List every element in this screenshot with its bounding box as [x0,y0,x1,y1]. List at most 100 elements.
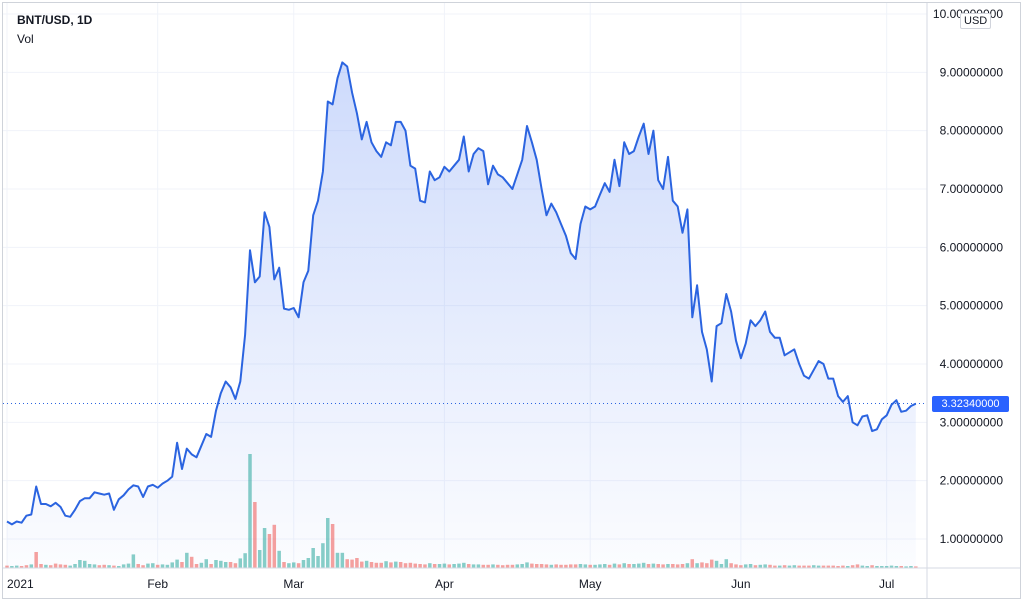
volume-bar [24,565,29,568]
last-price-badge: 3.32340000 [932,396,1009,412]
volume-bar [894,566,899,568]
y-tick-label: 2.00000000 [940,474,1004,488]
volume-bar [496,564,500,568]
volume-bar [340,552,345,568]
volume-bar [525,562,529,568]
volume-bar [549,564,554,568]
x-tick-label: Jul [879,577,894,591]
volume-bar [705,563,709,568]
volume-bar [369,562,374,568]
volume-bar [559,564,563,568]
volume-bar [394,561,398,568]
volume-bar [398,562,403,568]
volume-bar [826,565,831,568]
volume-bar [442,563,447,568]
volume-bar [296,563,301,568]
volume-bar [860,565,865,568]
volume-bar [544,564,549,568]
volume-bar [428,563,432,568]
volume-bar [83,560,87,568]
volume-bar [63,564,68,568]
volume-bar [816,565,821,568]
volume-bar [578,564,583,568]
volume-bar [194,564,199,568]
y-tick-label: 8.00000000 [940,124,1004,138]
volume-bar [787,565,792,568]
volume-bar [753,565,758,568]
volume-bar [53,563,58,568]
volume-bar [228,562,233,568]
currency-unit-button[interactable]: USD [960,13,992,29]
volume-bar [248,454,252,568]
volume-bar [272,524,277,568]
volume-bar [505,564,510,568]
volume-bar [637,563,641,568]
volume-bar [709,559,714,568]
volume-bar [719,564,724,568]
volume-bar [534,564,539,568]
volume-bar [510,564,515,568]
volume-bar [821,565,826,568]
volume-bar [661,564,665,568]
volume-bar [617,564,622,568]
volume-bar [724,559,729,568]
volume-bar [389,562,393,568]
volume-bar [180,562,184,568]
volume-bar [262,528,267,568]
volume-bar [588,564,592,568]
volume-bar [569,564,573,568]
volume-bar [909,566,913,568]
price-axis[interactable]: 10.000000009.000000008.000000007.0000000… [933,7,1003,546]
volume-bar [204,559,209,568]
volume-bar [646,564,651,568]
volume-bar [291,562,296,568]
volume-bar [34,552,38,568]
volume-bar [632,564,636,568]
volume-bar [350,559,354,568]
volume-bar [889,565,894,568]
volume-bar [714,560,719,568]
volume-bar [44,564,48,568]
time-axis[interactable]: 2021 Feb Mar Apr May Jun Jul [7,577,894,591]
volume-bar [671,564,675,568]
volume-bar [773,565,777,568]
volume-bar [855,564,860,568]
volume-bar [223,562,228,568]
volume-bar [418,564,422,568]
x-tick-label: Jun [731,577,750,591]
volume-bar [685,563,690,568]
y-tick-label: 9.00000000 [940,65,1004,79]
volume-bar [233,563,238,568]
price-chart[interactable]: 10.000000009.000000008.000000007.0000000… [3,3,1021,599]
volume-bar [121,564,126,568]
volume-bar [792,565,797,568]
volume-bar [277,550,281,568]
volume-bar [865,566,869,568]
x-tick-label: 2021 [7,577,34,591]
volume-bar [282,562,286,568]
volume-bar [598,564,602,568]
volume-bar [700,562,704,568]
volume-bar [447,564,452,568]
volume-bar [607,564,612,568]
volume-bar [641,562,646,568]
volume-bar [14,565,19,568]
symbol-legend: BNT/USD, 1D [17,13,93,27]
y-tick-label: 3.00000000 [940,415,1004,429]
volume-bar [836,566,840,568]
volume-bar [58,564,63,568]
volume-bar [403,563,408,568]
volume-bar [656,564,660,568]
price-area-fill [7,62,916,569]
volume-bar [306,558,311,568]
volume-bar [899,566,903,568]
volume-bar [165,564,170,568]
volume-bar [583,564,588,568]
volume-bar [846,566,850,568]
volume-bar [87,564,92,568]
volume-bar [423,564,427,568]
volume-bar [311,548,315,568]
volume-bar [768,564,772,568]
volume-bar [880,566,884,568]
